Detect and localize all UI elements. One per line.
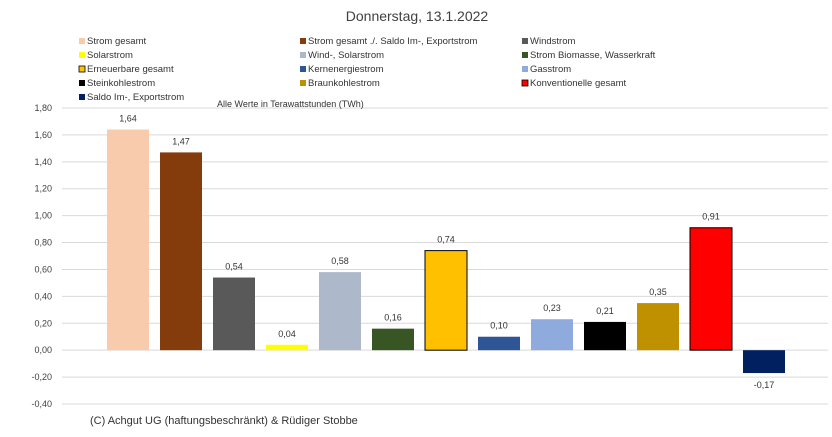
- legend-item: Erneuerbare gesamt: [87, 64, 174, 75]
- bar-9: [531, 319, 573, 351]
- bar-11: [637, 303, 679, 351]
- legend-swatch: [521, 79, 529, 87]
- legend-item: Strom gesamt ./. Saldo Im-, Exportstrom: [308, 36, 478, 47]
- y-tick-label: 0,40: [34, 291, 52, 301]
- bar-6: [372, 328, 414, 351]
- data-label: 0,54: [225, 262, 243, 272]
- y-tick-label: 1,00: [34, 211, 52, 221]
- bar-12: [689, 227, 733, 351]
- data-label: 0,10: [490, 321, 508, 331]
- y-axis: 1,80 1,60 1,40 1,20 1,00 0,80 0,60 0,40 0,20 0,00…: [31, 103, 52, 409]
- legend-item: Wind-, Solarstrom: [308, 50, 384, 61]
- legend-swatch: [79, 94, 85, 100]
- legend-item: Solarstrom: [87, 50, 133, 61]
- data-label: 1,47: [172, 136, 190, 146]
- y-tick-label: -0,40: [31, 399, 52, 409]
- bar-8: [478, 336, 520, 351]
- y-tick-label: 1,20: [34, 184, 52, 194]
- y-tick-label: 1,80: [34, 103, 52, 113]
- y-tick-label: 1,40: [34, 157, 52, 167]
- bar-13: [743, 350, 785, 374]
- legend-item: Kernenergiestrom: [308, 64, 384, 75]
- bar-4: [266, 344, 308, 351]
- bar-10: [584, 321, 626, 351]
- data-label: 0,21: [596, 306, 614, 316]
- bars: [107, 129, 785, 374]
- legend-swatch: [300, 38, 306, 44]
- legend-item: Windstrom: [530, 36, 575, 47]
- bar-7: [424, 250, 468, 351]
- data-label: 0,58: [331, 256, 349, 266]
- bar-2: [160, 152, 202, 351]
- legend-item: Saldo Im-, Exportstrom: [87, 92, 184, 103]
- legend-swatch: [522, 66, 528, 72]
- legend-swatch: [79, 38, 85, 44]
- legend-swatch: [300, 80, 306, 86]
- y-tick-label: 0,60: [34, 264, 52, 274]
- bar-3: [213, 277, 255, 351]
- y-tick-label: -0,20: [31, 372, 52, 382]
- unit-note: Alle Werte in Terawattstunden (TWh): [217, 99, 364, 109]
- legend-item: Strom gesamt: [87, 36, 146, 47]
- legend-item: Braunkohlestrom: [308, 78, 380, 89]
- data-label: 0,23: [543, 303, 561, 313]
- data-labels: 1,64 1,47 0,54 0,04 0,58 0,16 0,74 0,10 0,23 0,21…: [119, 114, 774, 391]
- bar-1: [107, 129, 149, 351]
- legend-item: Steinkohlestrom: [87, 78, 155, 89]
- chart-title: Donnerstag, 13.1.2022: [346, 8, 489, 24]
- legend-swatch: [78, 65, 86, 73]
- legend-swatch: [522, 52, 528, 58]
- legend-swatch: [300, 52, 306, 58]
- data-label: 1,64: [119, 114, 137, 124]
- data-label: 0,74: [437, 235, 455, 245]
- legend-item: Strom Biomasse, Wasserkraft: [530, 50, 656, 61]
- credit-text: (C) Achgut UG (haftungsbeschränkt) & Rüd…: [90, 415, 358, 427]
- legend: Strom gesamt Strom gesamt ./. Saldo Im-, …: [78, 36, 656, 103]
- y-tick-label: 0,80: [34, 238, 52, 248]
- legend-swatch: [522, 38, 528, 44]
- data-label: 0,04: [278, 329, 296, 339]
- legend-swatch: [79, 52, 85, 58]
- data-label: 0,16: [384, 313, 402, 323]
- y-tick-label: 0,20: [34, 318, 52, 328]
- data-label: 0,35: [649, 287, 667, 297]
- bar-5: [319, 272, 361, 351]
- y-tick-label: 0,00: [34, 345, 52, 355]
- data-label: 0,91: [702, 212, 720, 222]
- legend-item: Konventionelle gesamt: [530, 78, 626, 89]
- legend-swatch: [79, 80, 85, 86]
- legend-item: Gasstrom: [530, 64, 571, 75]
- legend-swatch: [300, 66, 306, 72]
- data-label: -0,17: [754, 380, 775, 390]
- y-tick-label: 1,60: [34, 130, 52, 140]
